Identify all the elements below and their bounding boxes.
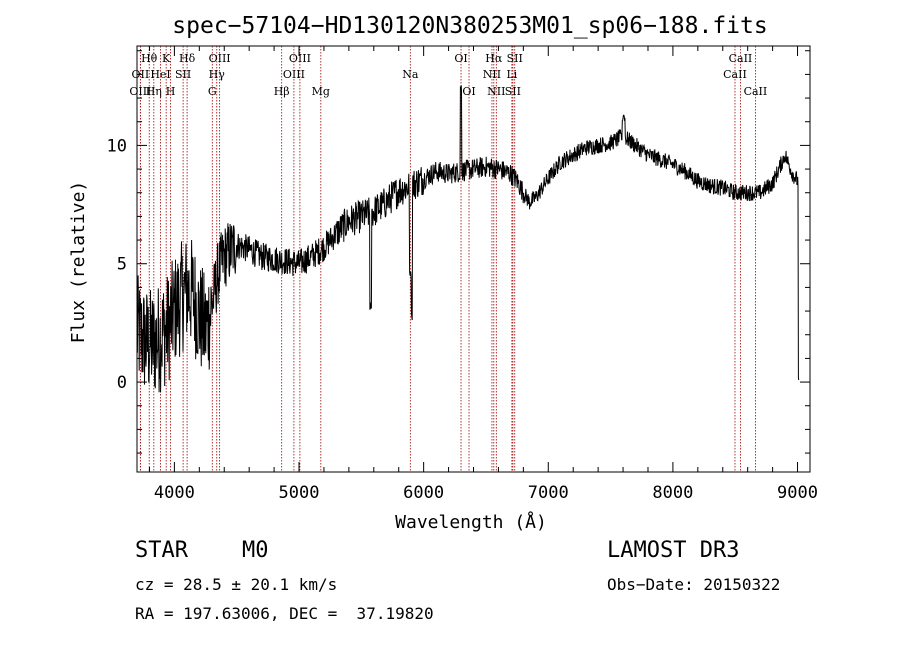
x-axis: 4000 5000 6000 7000 8000 9000 [148, 46, 818, 503]
spectral-line-label: G [208, 85, 217, 98]
spectral-line-label: CaII [744, 85, 768, 98]
spectral-line-label: OI [462, 85, 475, 98]
spectral-line-label: OIII [283, 68, 305, 81]
x-tick-label: 6000 [403, 483, 444, 503]
velocity: cz = 28.5 ± 20.1 km/s [135, 575, 338, 594]
y-tick-label: 10 [107, 136, 127, 156]
spectral-line-label: Hα [485, 52, 503, 65]
spectral-line-label: K [162, 52, 171, 65]
y-axis: 0 5 10 [107, 50, 810, 454]
plot-frame [136, 45, 811, 473]
x-tick-label: 9000 [777, 483, 818, 503]
spectral-line-label: SII [505, 85, 521, 98]
spectral-line-label: OIII [209, 52, 231, 65]
spectral-line-label: Hη [146, 85, 162, 98]
spectral-line-label: Na [402, 68, 419, 81]
spectral-line-label: Mg [312, 85, 330, 98]
spectral-line-label: OIII [289, 52, 311, 65]
y-axis-label: Flux (relative) [68, 181, 89, 344]
spectral-line-label: Hθ [141, 52, 158, 65]
x-tick-label: 8000 [652, 483, 693, 503]
spectral-line-label: Hγ [209, 68, 226, 81]
obs-date: Obs−Date: 20150322 [607, 575, 781, 594]
spectral-line-label: Li [506, 68, 517, 81]
y-tick-label: 0 [117, 373, 127, 393]
spectral-line-label: SII [175, 68, 191, 81]
x-tick-label: 5000 [279, 483, 320, 503]
spectral-line-label: HeI [150, 68, 170, 81]
subclass: M0 [242, 538, 269, 563]
spectral-line-label: OI [454, 52, 467, 65]
coordinates: RA = 197.63006, DEC = 37.19820 [135, 604, 434, 623]
chart-title: spec−57104−HD130120N380253M01_sp06−188.f… [172, 13, 767, 39]
y-tick-label: 5 [117, 255, 127, 275]
spectral-line-label: Hβ [274, 85, 290, 98]
spectral-line-label: H [166, 85, 176, 98]
spectral-line-label: SII [507, 52, 523, 65]
spectral-line-label: CaII [729, 52, 753, 65]
object-type: STAR [135, 538, 188, 563]
spectral-line-label: NII [487, 85, 505, 98]
survey-name: LAMOST DR3 [607, 538, 740, 563]
spectral-line-label: OIII [129, 85, 151, 98]
x-axis-label: Wavelength (Å) [395, 511, 547, 533]
spectral-line-label: NII [483, 68, 501, 81]
x-tick-label: 4000 [154, 483, 195, 503]
x-tick-label: 7000 [528, 483, 569, 503]
spectral-line-label: Hδ [179, 52, 196, 65]
spectrum-line [136, 85, 800, 393]
spectral-line-label: CaII [723, 68, 747, 81]
